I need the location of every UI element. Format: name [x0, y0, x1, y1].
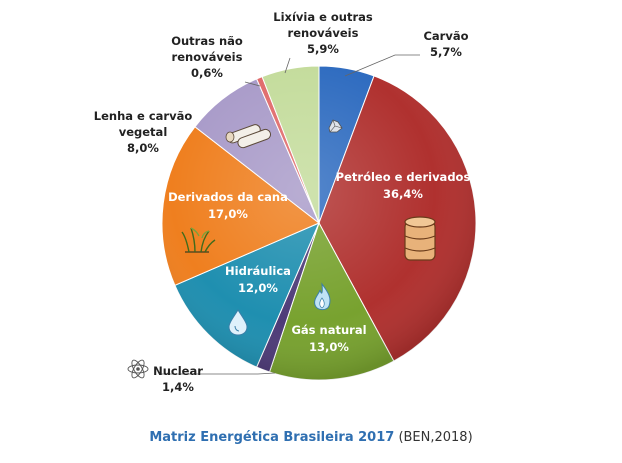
pie-chart: Carvão 5,7% Petróleo e derivados 36,4% G… — [94, 10, 477, 394]
label-nuclear-value: 1,4% — [162, 380, 194, 394]
label-petroleo-value: 36,4% — [383, 187, 423, 201]
label-derivados-cana-value: 17,0% — [208, 207, 248, 221]
label-gas-natural: Gás natural 13,0% — [291, 323, 366, 354]
leader-line-1 — [160, 372, 276, 375]
label-outras-nao-renovaveis: Outras não renováveis 0,6% — [171, 34, 243, 80]
leader-line-0 — [344, 54, 420, 77]
label-hidraulica-value: 12,0% — [238, 281, 278, 295]
label-hidraulica-name: Hidráulica — [225, 264, 291, 278]
leader-line-2 — [244, 81, 261, 87]
label-derivados-cana-name: Derivados da cana — [168, 190, 288, 204]
sugarcane-icon — [181, 227, 216, 253]
label-lenha-value: 8,0% — [127, 141, 159, 155]
label-lixivia: Lixívia e outras renováveis 5,9% — [273, 10, 373, 56]
label-lixivia-line1: Lixívia e outras — [273, 10, 373, 24]
label-lixivia-value: 5,9% — [307, 42, 339, 56]
label-carvao: Carvão 5,7% — [423, 29, 468, 59]
label-outras-line1: Outras não — [171, 34, 243, 48]
label-carvao-value: 5,7% — [430, 45, 462, 59]
label-lenha-line2: vegetal — [119, 125, 168, 139]
coal-icon — [328, 119, 343, 133]
label-lenha: Lenha e carvão vegetal 8,0% — [94, 109, 193, 155]
caption-source: (BEN,2018) — [398, 430, 473, 445]
label-petroleo: Petróleo e derivados 36,4% — [336, 170, 471, 201]
label-nuclear: Nuclear 1,4% — [153, 364, 203, 394]
label-outras-line2: renováveis — [172, 50, 243, 64]
label-outras-value: 0,6% — [191, 66, 223, 80]
firewood-icon — [225, 124, 271, 149]
label-gas-natural-name: Gás natural — [291, 323, 366, 337]
label-petroleo-name: Petróleo e derivados — [336, 170, 471, 184]
caption-title: Matriz Energética Brasileira 2017 — [149, 430, 395, 445]
leader-line-3 — [284, 57, 291, 74]
label-hidraulica: Hidráulica 12,0% — [225, 264, 291, 295]
label-carvao-name: Carvão — [423, 29, 468, 43]
label-lenha-line1: Lenha e carvão — [94, 109, 193, 123]
label-nuclear-name: Nuclear — [153, 364, 203, 378]
atom-icon — [127, 359, 149, 379]
water-drop-icon — [228, 309, 248, 336]
label-derivados-cana: Derivados da cana 17,0% — [168, 190, 288, 221]
oil-barrel-icon — [404, 216, 436, 261]
pie-chart-svg: Carvão 5,7% Petróleo e derivados 36,4% G… — [94, 10, 477, 394]
label-gas-natural-value: 13,0% — [309, 340, 349, 354]
label-lixivia-line2: renováveis — [288, 26, 359, 40]
gas-flame-icon — [314, 282, 331, 311]
chart-caption: Matriz Energética Brasileira 2017 (BEN,2… — [0, 430, 622, 445]
